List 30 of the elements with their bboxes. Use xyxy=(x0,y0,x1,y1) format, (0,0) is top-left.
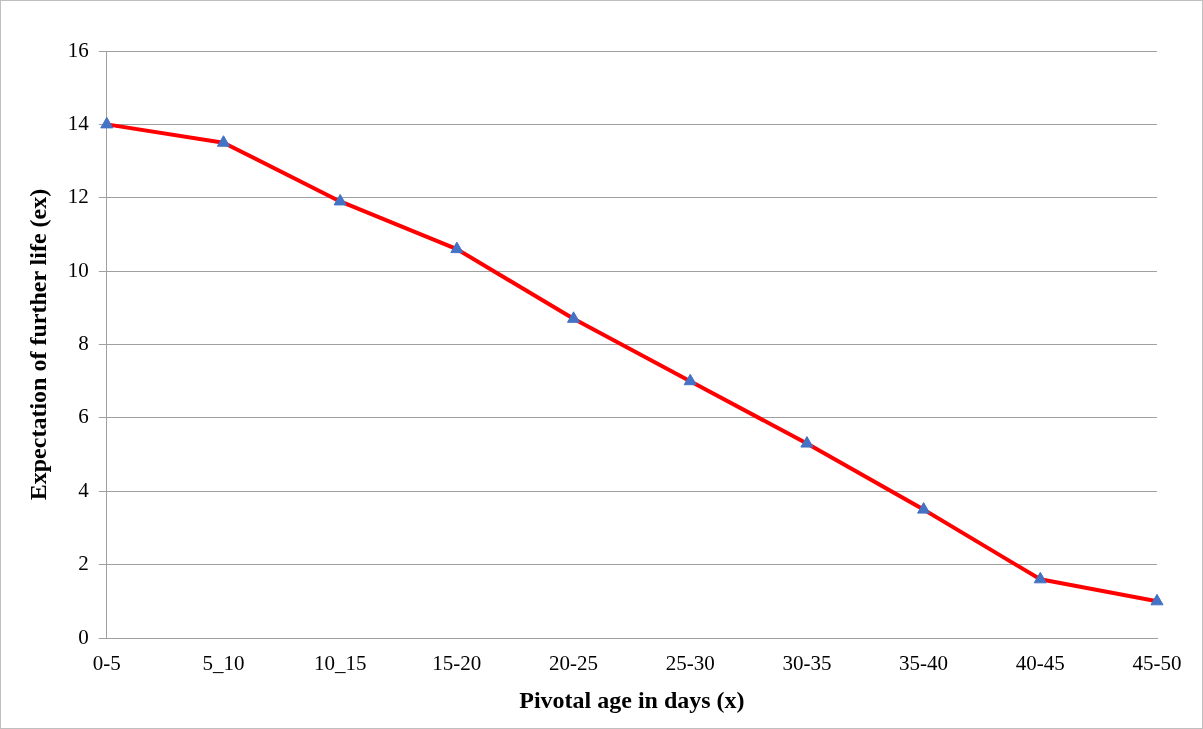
x-tick-label: 45-50 xyxy=(1132,651,1182,676)
point xyxy=(800,436,814,448)
y-tick-label: 6 xyxy=(78,404,89,429)
y-tick-label: 10 xyxy=(67,257,89,282)
x-tick-label: 0-5 xyxy=(92,651,121,676)
point xyxy=(1150,593,1164,606)
y-tick-label: 4 xyxy=(78,477,90,502)
x-tick-label: 25-30 xyxy=(665,651,715,676)
x-tick-label: 5_10 xyxy=(202,651,245,676)
x-tick-label: 20-25 xyxy=(549,651,599,676)
point xyxy=(1033,571,1047,584)
x-tick-label: 40-45 xyxy=(1015,651,1065,676)
point xyxy=(566,311,581,323)
x-tick-label: 35-40 xyxy=(899,651,949,676)
x-tick-label: 30-35 xyxy=(782,651,832,676)
x-axis-title: Pivotal age in days (x) xyxy=(519,686,745,713)
y-tick-label: 12 xyxy=(67,184,89,209)
point xyxy=(216,135,231,147)
x-tick-label: 15-20 xyxy=(432,651,482,676)
point xyxy=(917,502,931,514)
point xyxy=(683,373,697,386)
y-tick-label: 0 xyxy=(78,624,89,649)
y-tick-label: 14 xyxy=(67,110,90,135)
x-tick-label: 10_15 xyxy=(313,651,367,676)
point xyxy=(333,193,347,206)
y-tick-label: 8 xyxy=(78,331,89,356)
y-axis-title: Expectation of further life (ex) xyxy=(24,188,51,501)
point xyxy=(450,241,464,254)
y-tick-label: 2 xyxy=(78,551,89,576)
y-tick-label: 16 xyxy=(67,37,89,62)
